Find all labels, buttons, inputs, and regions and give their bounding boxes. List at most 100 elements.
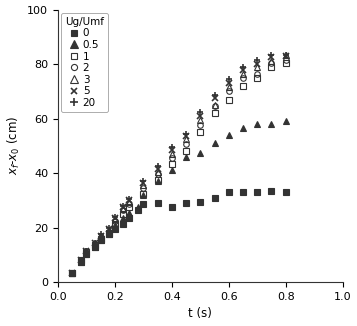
- 5: [198, 114, 202, 118]
- 0.5: [241, 126, 245, 130]
- 0: [155, 201, 160, 205]
- 1: [107, 231, 111, 235]
- 20: [141, 179, 146, 183]
- 2: [121, 208, 126, 212]
- 0.5: [269, 122, 273, 126]
- 20: [99, 232, 103, 236]
- 0: [227, 190, 231, 194]
- 20: [155, 164, 160, 168]
- 1: [99, 237, 103, 241]
- 5: [121, 205, 126, 209]
- Legend: 0, 0.5, 1, 2, 3, 5, 20: 0, 0.5, 1, 2, 3, 5, 20: [61, 13, 109, 112]
- 1: [141, 192, 146, 196]
- 0: [121, 222, 126, 226]
- 2: [283, 58, 288, 62]
- 3: [70, 271, 74, 274]
- 0.5: [255, 122, 260, 126]
- 2: [70, 271, 74, 274]
- 3: [241, 72, 245, 76]
- 20: [283, 52, 288, 56]
- 1: [113, 222, 117, 226]
- 1: [269, 65, 273, 69]
- 0.5: [79, 260, 83, 264]
- X-axis label: t (s): t (s): [188, 307, 212, 320]
- 0.5: [99, 238, 103, 242]
- 0.5: [136, 205, 140, 209]
- 20: [198, 110, 202, 114]
- 2: [141, 186, 146, 190]
- 1: [93, 244, 97, 247]
- 0: [84, 252, 89, 256]
- 0.5: [121, 216, 126, 220]
- 3: [79, 259, 83, 262]
- 5: [155, 167, 160, 171]
- 0: [141, 202, 146, 206]
- 20: [84, 249, 89, 253]
- Line: 2: 2: [69, 57, 288, 275]
- 20: [79, 259, 83, 262]
- 2: [84, 249, 89, 253]
- 5: [107, 227, 111, 231]
- 5: [255, 62, 260, 66]
- 3: [227, 85, 231, 89]
- 0.5: [93, 245, 97, 249]
- 1: [127, 205, 131, 209]
- 2: [198, 124, 202, 127]
- 0.5: [113, 223, 117, 227]
- 1: [70, 271, 74, 274]
- 3: [255, 65, 260, 69]
- 20: [170, 145, 174, 149]
- 0: [255, 190, 260, 194]
- 0.5: [84, 252, 89, 256]
- 3: [84, 249, 89, 253]
- 0: [184, 201, 188, 205]
- 0.5: [155, 179, 160, 183]
- 0.5: [141, 193, 146, 197]
- 1: [283, 61, 288, 65]
- 0.5: [127, 211, 131, 215]
- 0: [79, 260, 83, 264]
- 5: [184, 134, 188, 138]
- 3: [113, 217, 117, 221]
- 20: [121, 204, 126, 208]
- 5: [141, 181, 146, 185]
- 20: [255, 58, 260, 62]
- 20: [107, 226, 111, 230]
- 5: [212, 96, 217, 100]
- 20: [227, 77, 231, 81]
- 2: [99, 235, 103, 239]
- 3: [212, 103, 217, 107]
- 0.5: [227, 133, 231, 137]
- 5: [241, 67, 245, 71]
- 1: [79, 259, 83, 262]
- 5: [99, 234, 103, 238]
- 0: [212, 196, 217, 200]
- 5: [269, 55, 273, 59]
- 5: [79, 259, 83, 262]
- 3: [127, 200, 131, 204]
- 2: [255, 72, 260, 76]
- 1: [212, 111, 217, 115]
- Line: 1: 1: [69, 60, 288, 275]
- 3: [269, 59, 273, 63]
- Line: 0: 0: [69, 188, 288, 275]
- Y-axis label: $x_f$-$x_0$ (cm): $x_f$-$x_0$ (cm): [6, 116, 22, 175]
- 20: [184, 132, 188, 136]
- 3: [121, 207, 126, 211]
- 0.5: [184, 155, 188, 159]
- 0.5: [70, 271, 74, 274]
- 5: [227, 81, 231, 85]
- 1: [184, 149, 188, 153]
- 2: [170, 156, 174, 160]
- 2: [184, 142, 188, 146]
- 2: [227, 89, 231, 93]
- 2: [155, 172, 160, 176]
- 5: [70, 271, 74, 274]
- 1: [198, 130, 202, 134]
- 3: [184, 137, 188, 141]
- 1: [121, 212, 126, 216]
- 2: [113, 219, 117, 223]
- 0: [283, 190, 288, 194]
- 2: [269, 61, 273, 65]
- 20: [113, 215, 117, 219]
